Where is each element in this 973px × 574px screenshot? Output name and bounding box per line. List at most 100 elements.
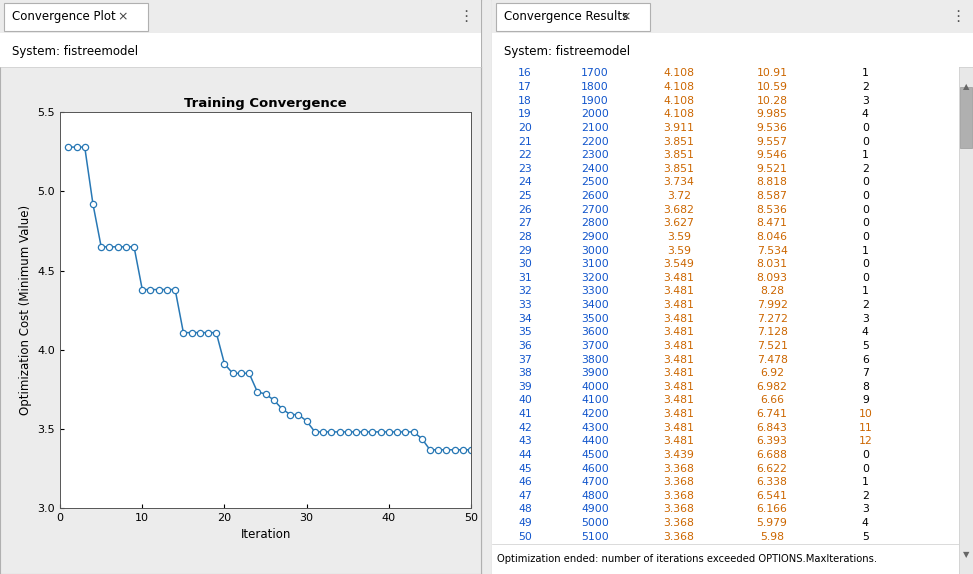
Text: 9.536: 9.536 — [757, 123, 787, 133]
Text: 4.108: 4.108 — [664, 68, 695, 79]
Text: 6.92: 6.92 — [760, 368, 784, 378]
Text: 42: 42 — [518, 422, 532, 433]
X-axis label: Iteration: Iteration — [240, 529, 291, 541]
Text: 4900: 4900 — [581, 505, 609, 514]
Text: ⋮: ⋮ — [458, 9, 474, 24]
Text: 11: 11 — [858, 422, 872, 433]
Text: 3.368: 3.368 — [664, 518, 695, 528]
Text: 27: 27 — [518, 218, 532, 228]
Text: 3600: 3600 — [581, 327, 609, 338]
Text: 3.627: 3.627 — [664, 218, 695, 228]
Text: 23: 23 — [518, 164, 532, 174]
Bar — [960, 87, 972, 148]
Text: 12: 12 — [858, 436, 872, 447]
Text: 24: 24 — [518, 177, 532, 188]
Text: 3.368: 3.368 — [664, 464, 695, 474]
Text: 7.992: 7.992 — [757, 300, 787, 310]
Text: 2600: 2600 — [581, 191, 609, 201]
Text: 5000: 5000 — [581, 518, 609, 528]
Text: 38: 38 — [518, 368, 532, 378]
Text: 9.985: 9.985 — [757, 109, 787, 119]
Text: 3.481: 3.481 — [664, 382, 695, 392]
Text: 3300: 3300 — [581, 286, 609, 296]
Text: 4700: 4700 — [581, 477, 609, 487]
Text: 3.481: 3.481 — [664, 368, 695, 378]
Text: 3.851: 3.851 — [664, 164, 695, 174]
Text: 3.549: 3.549 — [664, 259, 695, 269]
Text: 36: 36 — [518, 341, 532, 351]
Text: 40: 40 — [518, 395, 532, 405]
Text: 2400: 2400 — [581, 164, 609, 174]
Text: 4: 4 — [862, 327, 869, 338]
Text: 10.91: 10.91 — [757, 68, 787, 79]
Text: 48: 48 — [518, 505, 532, 514]
Text: 3.59: 3.59 — [667, 246, 691, 255]
Text: 8.031: 8.031 — [757, 259, 787, 269]
Text: 3.682: 3.682 — [664, 205, 695, 215]
Text: 8.471: 8.471 — [757, 218, 787, 228]
Text: 4400: 4400 — [581, 436, 609, 447]
Text: 0: 0 — [862, 218, 869, 228]
Text: 3.481: 3.481 — [664, 422, 695, 433]
Text: 0: 0 — [862, 464, 869, 474]
Text: 8.818: 8.818 — [757, 177, 787, 188]
Text: 3.911: 3.911 — [664, 123, 695, 133]
Text: 9.557: 9.557 — [757, 137, 787, 146]
Text: 1: 1 — [862, 246, 869, 255]
Text: 3.481: 3.481 — [664, 341, 695, 351]
Text: ×: × — [118, 10, 127, 23]
Text: 10.28: 10.28 — [757, 96, 787, 106]
Text: 29: 29 — [518, 246, 532, 255]
Text: 4800: 4800 — [581, 491, 609, 501]
Text: 4.108: 4.108 — [664, 96, 695, 106]
Text: ▲: ▲ — [962, 82, 969, 91]
Text: 3.481: 3.481 — [664, 300, 695, 310]
Text: ▼: ▼ — [962, 550, 969, 559]
Text: 7: 7 — [862, 368, 869, 378]
Text: 0: 0 — [862, 123, 869, 133]
Text: 22: 22 — [518, 150, 532, 160]
Text: 2700: 2700 — [581, 205, 609, 215]
Text: 1: 1 — [862, 286, 869, 296]
Text: 6.688: 6.688 — [757, 450, 787, 460]
Text: 3.481: 3.481 — [664, 327, 695, 338]
Text: 41: 41 — [518, 409, 532, 419]
Text: 3200: 3200 — [581, 273, 609, 283]
Text: 45: 45 — [518, 464, 532, 474]
Text: 3700: 3700 — [581, 341, 609, 351]
Text: 8.093: 8.093 — [757, 273, 787, 283]
Text: 3400: 3400 — [581, 300, 609, 310]
Text: 1700: 1700 — [581, 68, 609, 79]
Text: 3500: 3500 — [581, 314, 609, 324]
Text: 9: 9 — [862, 395, 869, 405]
Text: 0: 0 — [862, 259, 869, 269]
Text: 8.587: 8.587 — [757, 191, 787, 201]
Text: 34: 34 — [518, 314, 532, 324]
Text: 2800: 2800 — [581, 218, 609, 228]
Text: 5.98: 5.98 — [760, 532, 784, 542]
Text: 3.368: 3.368 — [664, 477, 695, 487]
Text: 8: 8 — [862, 382, 869, 392]
Text: 10: 10 — [858, 409, 872, 419]
Text: 18: 18 — [518, 96, 532, 106]
Text: 26: 26 — [518, 205, 532, 215]
Text: 4: 4 — [862, 518, 869, 528]
Text: 7.128: 7.128 — [757, 327, 787, 338]
Text: 2300: 2300 — [581, 150, 609, 160]
Text: 7.534: 7.534 — [757, 246, 787, 255]
Text: 16: 16 — [518, 68, 532, 79]
Text: 30: 30 — [518, 259, 532, 269]
Text: Convergence Results: Convergence Results — [504, 10, 629, 23]
Text: 44: 44 — [518, 450, 532, 460]
Text: 1: 1 — [862, 68, 869, 79]
Text: 0: 0 — [862, 137, 869, 146]
Text: 8.28: 8.28 — [760, 286, 784, 296]
Text: 3.481: 3.481 — [664, 286, 695, 296]
Text: 46: 46 — [518, 477, 532, 487]
Text: 1800: 1800 — [581, 82, 609, 92]
Text: 5: 5 — [862, 532, 869, 542]
Text: ⋮: ⋮ — [951, 9, 966, 24]
Text: 1900: 1900 — [581, 96, 609, 106]
Text: 4: 4 — [862, 109, 869, 119]
Text: 6.982: 6.982 — [757, 382, 787, 392]
